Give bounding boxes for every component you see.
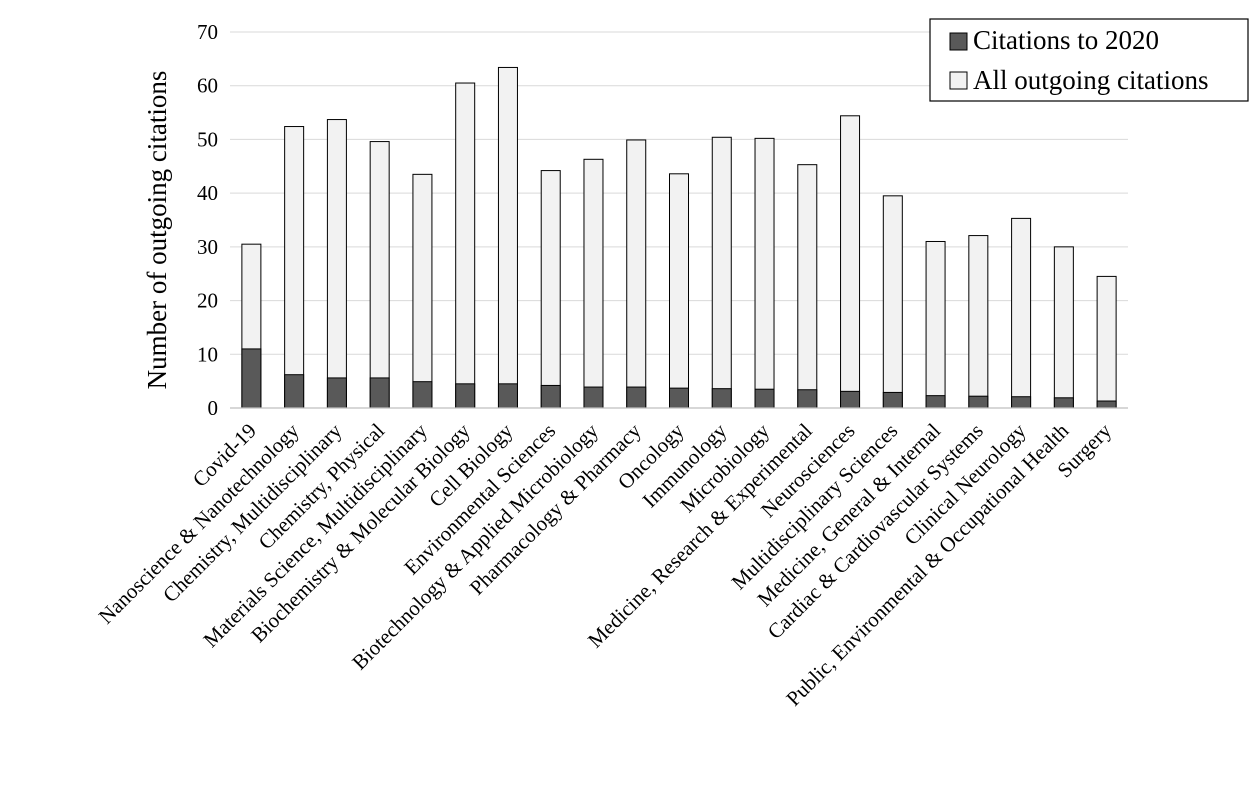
legend-swatch-citations-to-2020 <box>949 32 968 51</box>
y-axis-ticks: 0 10 20 30 40 50 60 70 <box>197 20 218 420</box>
y-tick-label: 40 <box>197 181 218 205</box>
bar-all-outgoing-medicine-general-internal <box>925 240 946 409</box>
bar-all-outgoing-cardiac-cardiovascular-systems <box>968 235 989 409</box>
bar-all-outgoing-biochemistry-molecular-biology <box>455 82 476 409</box>
bar-citations-2020-multidisciplinary-sciences <box>882 391 903 409</box>
y-tick-label: 30 <box>197 235 218 259</box>
bar-citations-2020-biotechnology-applied-microbiology <box>583 386 604 409</box>
bar-citations-2020-cell-biology <box>497 383 518 409</box>
legend-box <box>929 18 1249 102</box>
bar-all-outgoing-multidisciplinary-sciences <box>882 195 903 409</box>
bar-citations-2020-materials-science-multidisciplinary <box>412 381 433 409</box>
bar-citations-2020-nanoscience-nanotechnology <box>284 374 305 409</box>
bar-citations-2020-neurosciences <box>840 390 861 409</box>
bar-citations-2020-chemistry-multidisciplinary <box>326 377 347 409</box>
legend-label-all-outgoing-citations: All outgoing citations <box>973 65 1209 95</box>
legend-swatch-all-outgoing-citations <box>949 71 968 90</box>
bar-citations-2020-environmental-sciences <box>540 384 561 409</box>
bar-all-outgoing-neurosciences <box>840 115 861 409</box>
y-tick-label: 60 <box>197 74 218 98</box>
bar-all-outgoing-environmental-sciences <box>540 170 561 409</box>
y-tick-label: 70 <box>197 20 218 44</box>
legend-label-citations-to-2020: Citations to 2020 <box>973 25 1159 55</box>
bars <box>241 66 1117 409</box>
bar-citations-2020-public-environmental-occupational-health <box>1053 397 1074 409</box>
bar-citations-2020-immunology <box>711 388 732 409</box>
y-axis-title: Number of outgoing citations <box>142 71 172 390</box>
bar-all-outgoing-microbiology <box>754 137 775 409</box>
bar-all-outgoing-public-environmental-occupational-health <box>1053 246 1074 409</box>
bar-citations-2020-covid-19 <box>241 348 262 409</box>
legend: Citations to 2020 All outgoing citations <box>929 18 1249 102</box>
bar-citations-2020-cardiac-cardiovascular-systems <box>968 395 989 409</box>
bar-all-outgoing-clinical-neurology <box>1011 217 1032 409</box>
bar-citations-2020-oncology <box>669 387 689 409</box>
bar-citations-2020-surgery <box>1096 400 1117 409</box>
bar-all-outgoing-chemistry-physical <box>369 141 390 409</box>
bar-citations-2020-medicine-general-internal <box>925 395 946 409</box>
bar-all-outgoing-cell-biology <box>497 66 518 409</box>
y-tick-label: 20 <box>197 289 218 313</box>
bar-all-outgoing-biotechnology-applied-microbiology <box>583 158 604 409</box>
bar-all-outgoing-pharmacology-pharmacy <box>626 139 647 409</box>
bar-citations-2020-microbiology <box>754 388 775 409</box>
bar-citations-2020-chemistry-physical <box>369 377 390 409</box>
bar-citations-2020-pharmacology-pharmacy <box>626 386 647 409</box>
bar-all-outgoing-immunology <box>711 136 732 409</box>
bar-all-outgoing-oncology <box>669 173 689 409</box>
y-tick-label: 50 <box>197 127 218 151</box>
bar-citations-2020-medicine-research-experimental <box>797 389 818 409</box>
bar-citations-2020-biochemistry-molecular-biology <box>455 383 476 409</box>
bar-all-outgoing-nanoscience-nanotechnology <box>284 126 305 409</box>
bar-all-outgoing-materials-science-multidisciplinary <box>412 173 433 409</box>
bar-all-outgoing-surgery <box>1096 275 1117 409</box>
y-tick-label: 10 <box>197 342 218 366</box>
bar-all-outgoing-medicine-research-experimental <box>797 164 818 409</box>
y-tick-label: 0 <box>208 396 219 420</box>
bar-all-outgoing-chemistry-multidisciplinary <box>326 119 347 409</box>
bar-citations-2020-clinical-neurology <box>1011 396 1032 409</box>
